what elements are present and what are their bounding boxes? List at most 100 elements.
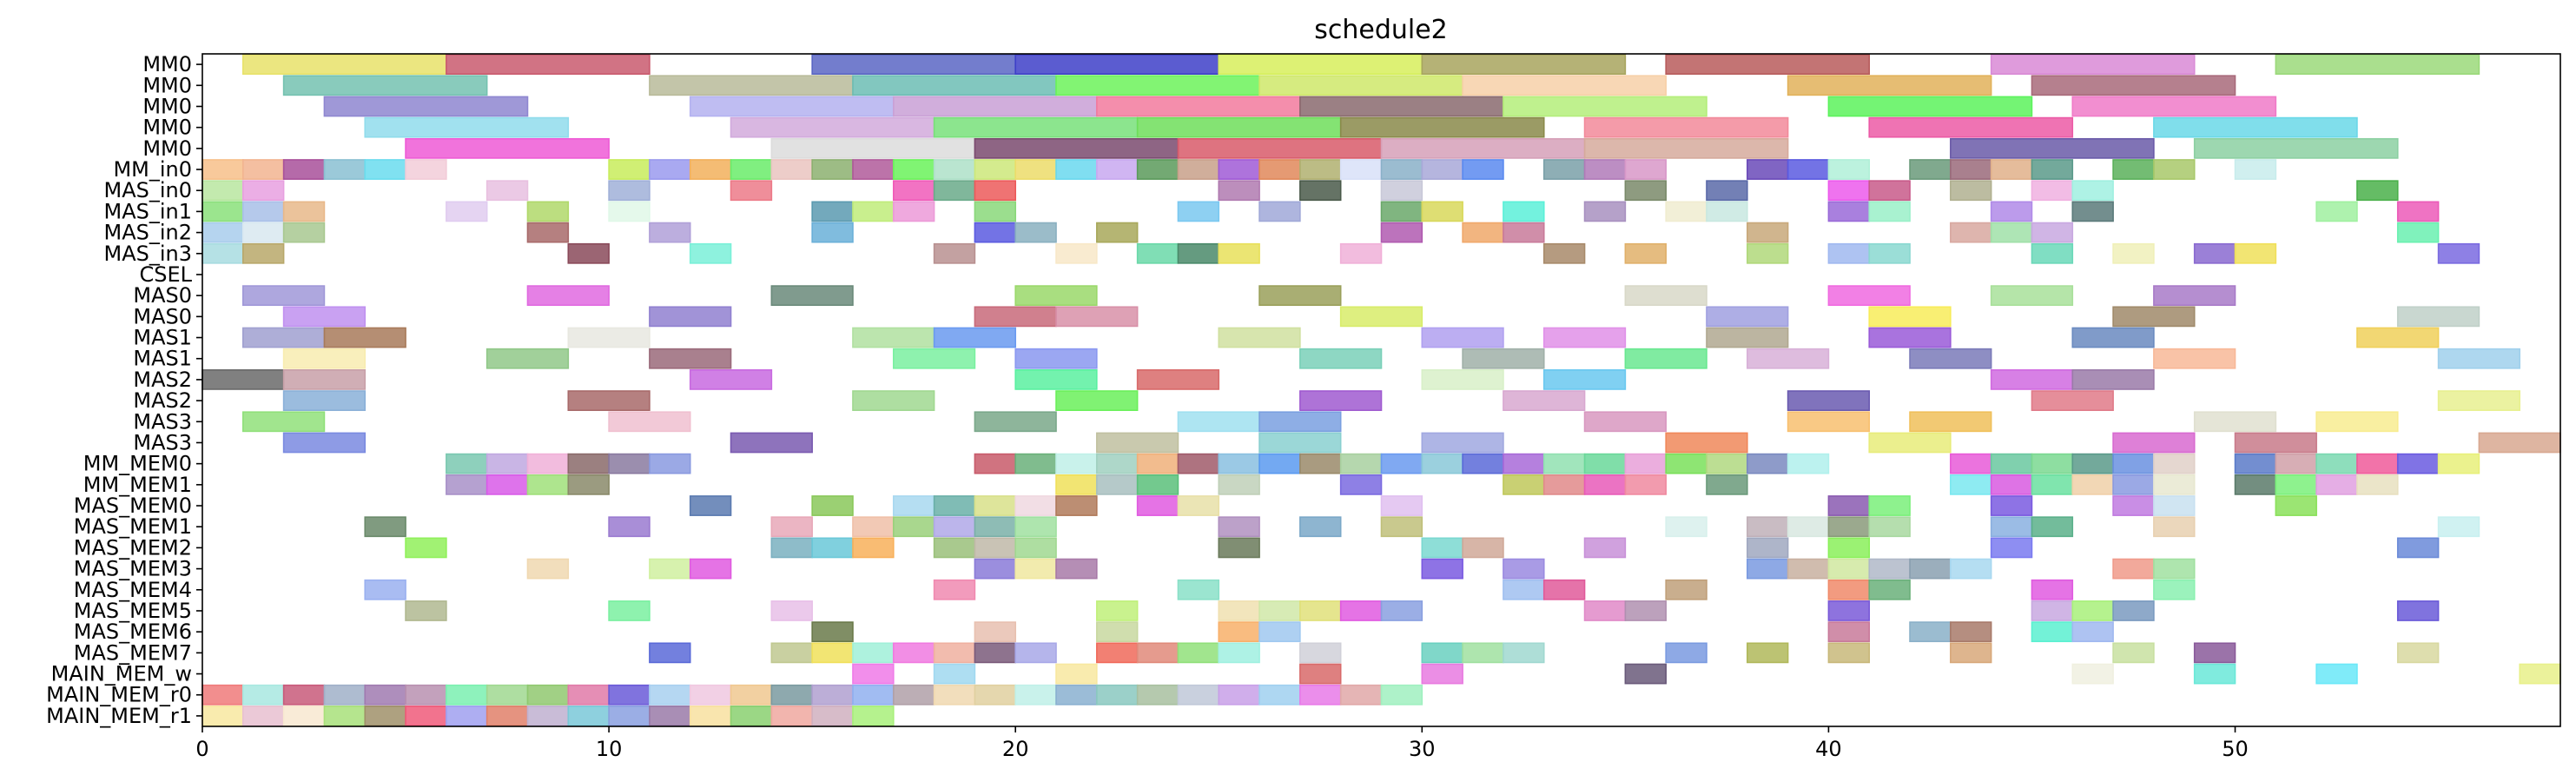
task-bar xyxy=(730,432,813,454)
task-bar xyxy=(1421,642,1463,664)
plot-frame xyxy=(201,53,2561,727)
task-bar xyxy=(974,642,1017,664)
task-bar xyxy=(730,116,935,138)
task-bar xyxy=(1990,201,2033,222)
task-bar xyxy=(485,474,529,495)
task-bar xyxy=(2153,348,2236,369)
task-bar xyxy=(1258,621,1301,643)
task-bar xyxy=(567,684,610,706)
task-bar xyxy=(1299,159,1342,180)
task-bar xyxy=(1950,159,1992,180)
task-bar xyxy=(1055,663,1098,685)
task-bar xyxy=(242,201,285,222)
task-bar xyxy=(1055,75,1260,96)
task-bar xyxy=(567,390,651,411)
task-bar xyxy=(2396,201,2440,222)
task-bar xyxy=(2112,495,2155,516)
task-bar xyxy=(1299,642,1342,664)
task-bar xyxy=(2193,663,2236,685)
task-bar xyxy=(1014,558,1057,580)
task-bar xyxy=(2031,579,2074,600)
task-bar xyxy=(2356,327,2440,348)
task-bar xyxy=(2356,474,2399,495)
task-bar xyxy=(2071,327,2155,348)
task-bar xyxy=(974,453,1017,474)
task-bar xyxy=(1746,516,1789,538)
task-bar xyxy=(1746,348,1830,369)
task-bar xyxy=(1421,453,1463,474)
y-tick-label: MM0 xyxy=(142,94,192,118)
task-bar xyxy=(1787,75,1992,96)
task-bar xyxy=(485,180,529,202)
task-bar xyxy=(1787,558,1830,580)
task-bar xyxy=(2112,306,2196,328)
task-bar xyxy=(1624,242,1667,264)
task-bar xyxy=(1706,474,1748,495)
task-bar xyxy=(974,621,1017,643)
task-bar xyxy=(770,706,813,726)
y-tick-label: MM0 xyxy=(142,116,192,140)
task-bar xyxy=(282,390,367,411)
task-bar xyxy=(689,706,732,726)
task-bar xyxy=(1503,390,1586,411)
task-bar xyxy=(811,684,854,706)
task-bar xyxy=(730,684,773,706)
task-bar xyxy=(1421,558,1463,580)
task-bar xyxy=(201,242,244,264)
task-bar xyxy=(282,75,488,96)
task-bar xyxy=(1177,684,1220,706)
task-bar xyxy=(446,684,488,706)
task-bar xyxy=(282,684,326,706)
task-bar xyxy=(1868,306,1952,328)
task-bar xyxy=(933,663,976,685)
task-bar xyxy=(2234,159,2277,180)
task-bar xyxy=(608,201,651,222)
task-bar xyxy=(974,516,1017,538)
y-tick-label: MAIN_MEM_r0 xyxy=(46,683,192,707)
task-bar xyxy=(201,180,244,202)
task-bar xyxy=(201,159,244,180)
task-bar xyxy=(1868,116,2074,138)
task-bar xyxy=(1136,116,1342,138)
task-bar xyxy=(1665,453,1707,474)
task-bar xyxy=(1177,201,1220,222)
task-bar xyxy=(1503,474,1545,495)
task-bar xyxy=(1990,159,2033,180)
task-bar xyxy=(1706,306,1789,328)
task-bar xyxy=(2071,663,2114,685)
task-bar xyxy=(2031,600,2074,621)
task-bar xyxy=(567,706,610,726)
task-bar xyxy=(649,159,691,180)
task-bar xyxy=(2071,453,2114,474)
task-bar xyxy=(1014,642,1057,664)
task-bar xyxy=(1583,453,1627,474)
task-bar xyxy=(1177,579,1220,600)
task-bar xyxy=(1218,474,1260,495)
task-bar xyxy=(2275,54,2480,75)
task-bar xyxy=(649,306,732,328)
task-bar xyxy=(1014,684,1057,706)
task-bar xyxy=(892,180,935,202)
task-bar xyxy=(1096,642,1139,664)
task-bar xyxy=(1827,159,1871,180)
task-bar xyxy=(1014,516,1057,538)
task-bar xyxy=(1299,600,1342,621)
task-bar xyxy=(2437,348,2520,369)
task-bar xyxy=(933,116,1139,138)
task-bar xyxy=(2193,137,2399,159)
task-bar xyxy=(1014,453,1057,474)
task-bar xyxy=(1218,54,1423,75)
task-bar xyxy=(1218,516,1260,538)
task-bar xyxy=(974,137,1179,159)
task-bar xyxy=(1218,537,1260,559)
task-bar xyxy=(852,390,935,411)
y-tick-label: MAS2 xyxy=(133,368,192,392)
task-bar xyxy=(1258,453,1301,474)
task-bar xyxy=(2153,579,2196,600)
task-bar xyxy=(1421,663,1463,685)
x-tick-label: 30 xyxy=(1409,737,1436,761)
task-bar xyxy=(2193,411,2277,433)
task-bar xyxy=(567,474,610,495)
task-bar xyxy=(2031,159,2074,180)
task-bar xyxy=(974,222,1017,243)
